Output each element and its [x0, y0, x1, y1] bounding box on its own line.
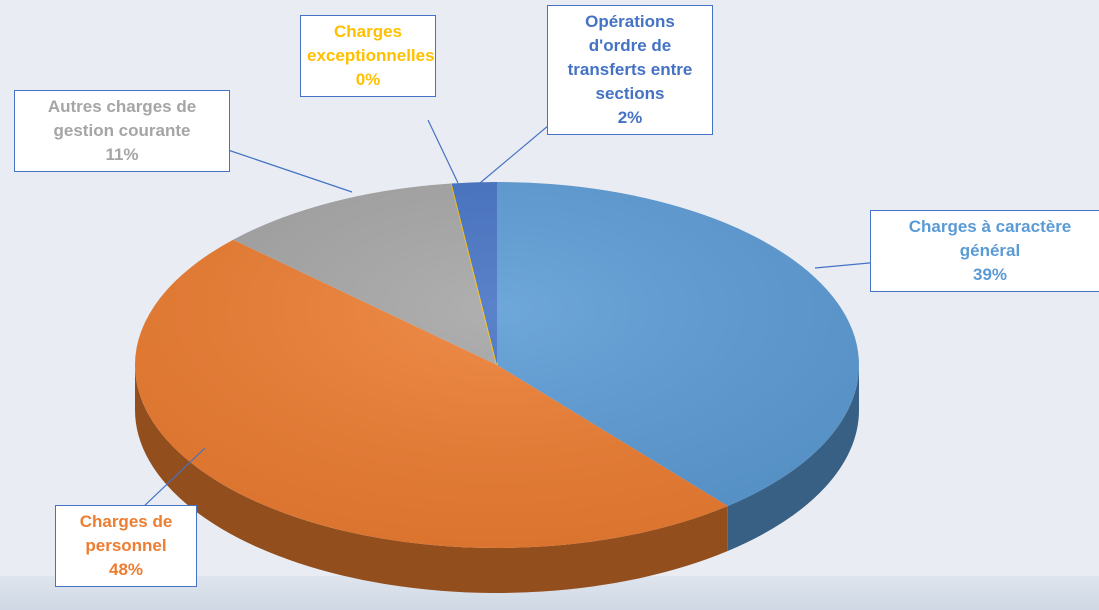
leader-line — [227, 149, 353, 193]
category-label: Opérations d'ordre de transferts entre s… — [567, 12, 693, 103]
category-label: Charges à caractère général — [908, 217, 1072, 260]
category-label: Autres charges de gestion courante — [47, 97, 197, 140]
value-label: 11% — [105, 145, 139, 164]
callout: Autres charges de gestion courante 11% — [14, 90, 230, 172]
category-label: Charges exceptionnelles — [307, 22, 435, 65]
leader-line — [139, 447, 206, 511]
callout: Charges exceptionnelles 0% — [300, 15, 436, 97]
value-label: 2% — [617, 108, 643, 127]
leader-line — [479, 119, 556, 184]
value-label: 0% — [355, 70, 381, 89]
callout: Charges de personnel 48% — [55, 505, 197, 587]
value-label: 48% — [108, 560, 144, 579]
category-label: Charges de personnel — [79, 512, 173, 555]
leader-line — [814, 261, 881, 269]
leader-line — [427, 119, 459, 184]
callout: Opérations d'ordre de transferts entre s… — [547, 5, 713, 135]
value-label: 39% — [972, 265, 1008, 284]
callout: Charges à caractère général 39% — [870, 210, 1099, 292]
